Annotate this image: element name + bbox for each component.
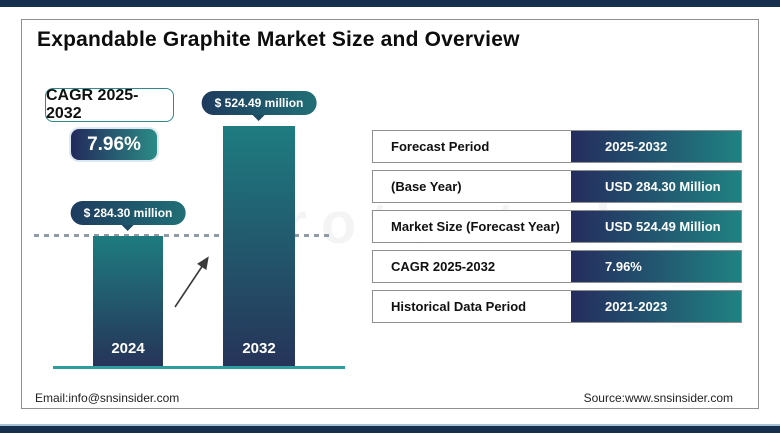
row-value-cell: 7.96%	[571, 251, 741, 282]
pill-pointer-icon	[253, 115, 265, 121]
row-value-cell: USD 524.49 Million	[571, 211, 741, 242]
bar-category-label: 2024	[111, 340, 145, 357]
spec-table: Forecast Period 2025-2032 (Base Year) US…	[372, 130, 742, 330]
footer-source[interactable]: Source:www.snsinsider.com	[583, 391, 733, 405]
growth-arrow-icon	[174, 256, 209, 308]
row-label-cell: CAGR 2025-2032	[391, 259, 496, 274]
table-row: (Base Year) USD 284.30 Million	[372, 170, 742, 203]
row-label-cell: Market Size (Forecast Year)	[391, 219, 560, 234]
dashed-reference-line	[34, 234, 332, 237]
cagr-label-box: CAGR 2025-2032	[45, 87, 174, 122]
top-accent-bar	[0, 0, 780, 7]
row-label-cell: Forecast Period	[391, 139, 490, 154]
bar-2032: 2032	[223, 126, 295, 366]
page-title: Expandable Graphite Market Size and Over…	[37, 28, 520, 51]
row-value-cell: 2021-2023	[571, 291, 741, 322]
row-value-cell: 2025-2032	[571, 131, 741, 162]
table-row: Historical Data Period 2021-2023	[372, 290, 742, 323]
bar-2024: 2024	[93, 236, 163, 366]
chart-baseline	[53, 366, 345, 369]
bar-category-label: 2032	[242, 340, 276, 357]
pill-pointer-icon	[122, 225, 134, 231]
bar-value-label: $ 284.30 million	[83, 206, 173, 220]
row-label-cell: (Base Year)	[391, 179, 462, 194]
bar-chart: 2024 2032 $ 284.30 million $ 524.49 mill…	[34, 91, 354, 369]
footer-email[interactable]: Email:info@snsinsider.com	[35, 391, 180, 405]
bar-value-label: $ 524.49 million	[214, 96, 304, 110]
table-row: CAGR 2025-2032 7.96%	[372, 250, 742, 283]
row-value-cell: USD 284.30 Million	[571, 171, 741, 202]
table-row: Forecast Period 2025-2032	[372, 130, 742, 163]
bar-value-pill-2032: $ 524.49 million	[201, 91, 317, 121]
bar-value-pill-2024: $ 284.30 million	[70, 201, 186, 231]
table-row: Market Size (Forecast Year) USD 524.49 M…	[372, 210, 742, 243]
cagr-value-badge: 7.96%	[71, 129, 157, 160]
bottom-accent-bar	[0, 424, 780, 433]
row-label-cell: Historical Data Period	[391, 299, 527, 314]
